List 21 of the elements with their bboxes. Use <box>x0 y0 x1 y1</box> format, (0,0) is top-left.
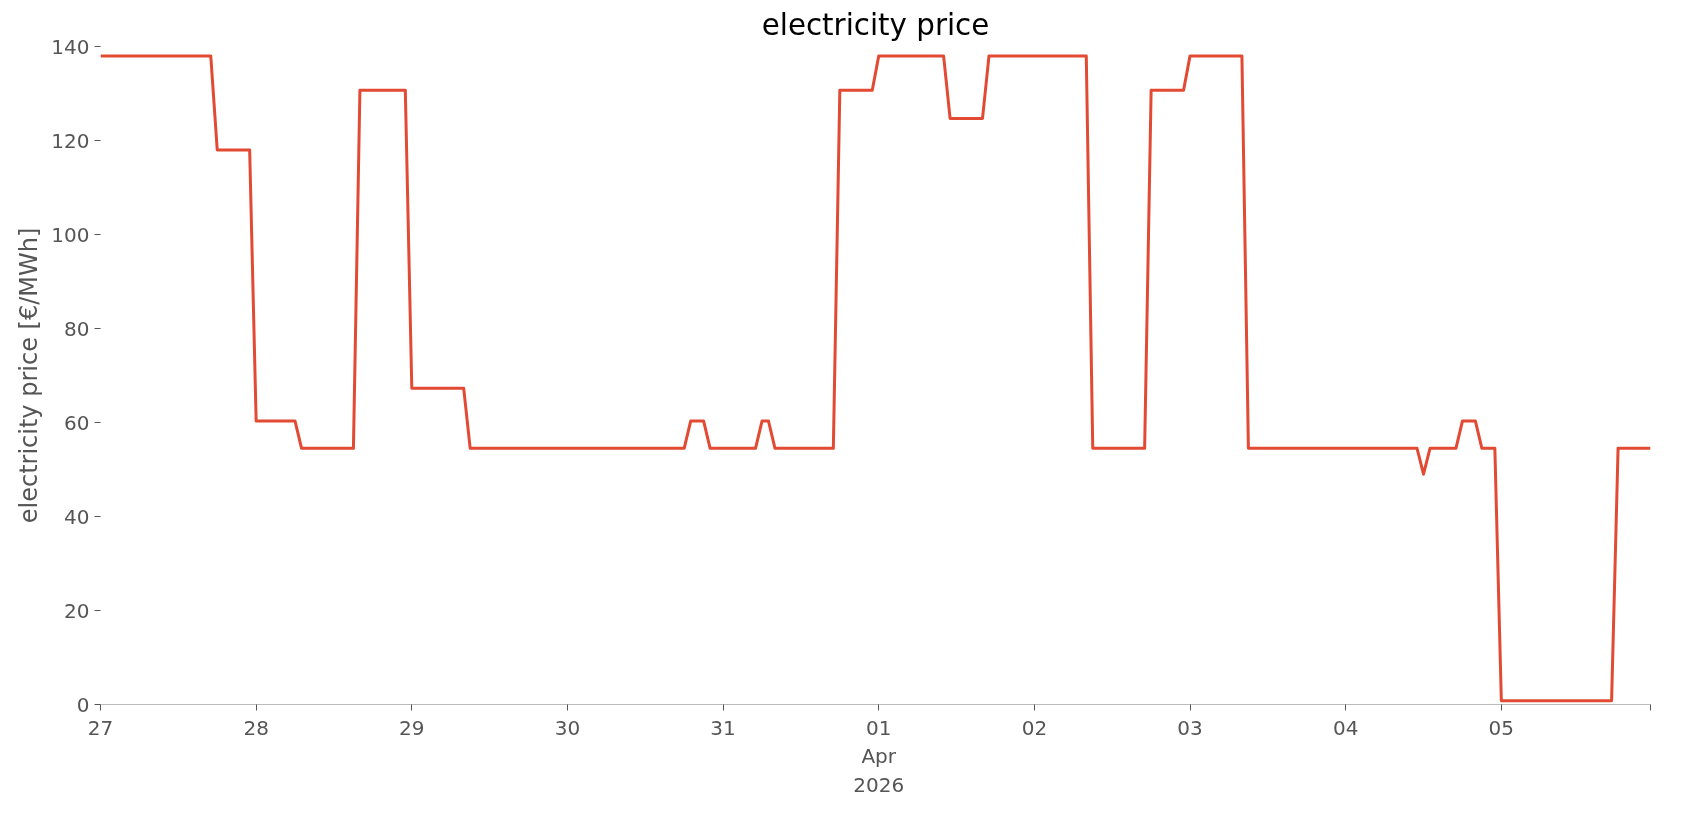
y-tick-label: 100 <box>51 222 90 247</box>
y-tick-label: 80 <box>64 316 90 341</box>
y-tick-label: 140 <box>51 34 90 59</box>
x-tick-label: 01 Apr 2026 <box>853 715 905 798</box>
x-tick-label: 31 <box>710 715 736 740</box>
chart-title: electricity price <box>761 7 990 42</box>
y-tick-label: 20 <box>64 598 90 623</box>
x-tick-label: 28 <box>243 715 269 740</box>
x-tick-label: 05 <box>1488 715 1515 740</box>
x-tick-label: 27 <box>87 715 114 740</box>
x-tick-label: 02 <box>1021 715 1048 740</box>
x-tick-label: 29 <box>399 715 425 740</box>
x-tick-label: 03 <box>1177 715 1203 740</box>
line-series <box>100 54 1651 703</box>
x-tick-label: 30 <box>554 715 581 740</box>
y-tick-label: 60 <box>64 410 90 435</box>
y-tick-label: 120 <box>51 128 90 153</box>
y-axis-title: electricity price [€/MWh] <box>15 227 44 524</box>
y-tick-label: 0 <box>76 692 90 717</box>
x-tick-label: 04 <box>1332 715 1359 740</box>
y-tick-label: 40 <box>64 504 90 529</box>
